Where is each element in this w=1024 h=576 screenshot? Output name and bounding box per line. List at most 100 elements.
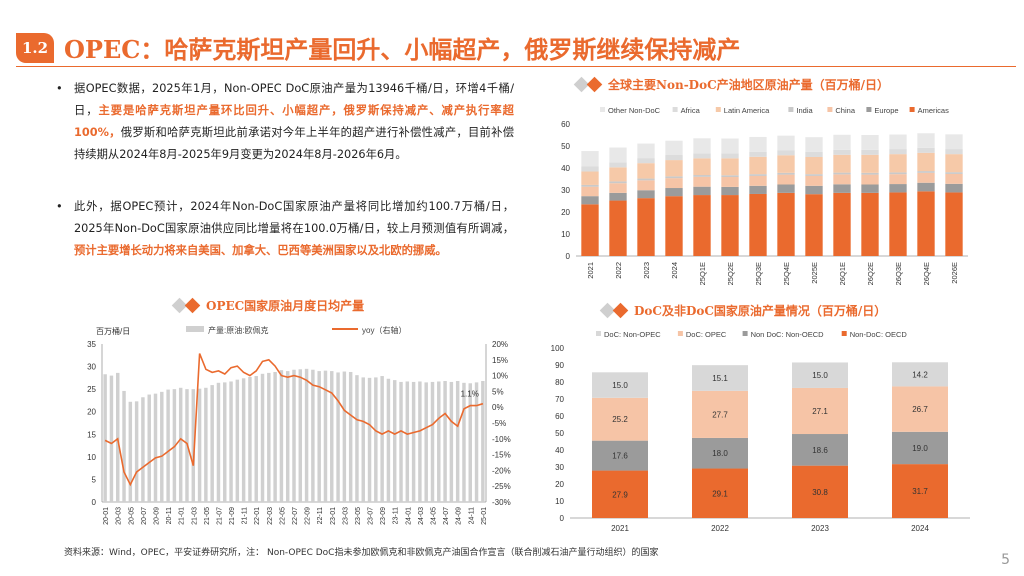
- section-badge: 1.2: [16, 33, 54, 63]
- legend-swatch: [677, 331, 683, 336]
- production-bar: [267, 372, 271, 502]
- bar-segment: [833, 192, 851, 256]
- bar-segment: [692, 365, 748, 391]
- legend-label: DoC: OPEC: [686, 330, 727, 339]
- data-label: 27.9: [612, 490, 628, 499]
- bullet-highlight: 预计主要增长动力将来自美国、加拿大、巴西等美洲国家以及北欧的挪威。: [74, 244, 447, 257]
- bar-segment: [805, 175, 823, 186]
- bullet-marker: •: [56, 200, 63, 213]
- data-label: 26.7: [912, 405, 928, 414]
- production-bar: [210, 385, 214, 502]
- bar-segment: [945, 149, 963, 155]
- bar-segment: [581, 196, 599, 205]
- production-bar: [109, 375, 114, 502]
- data-label: 15.0: [612, 381, 628, 390]
- production-bar: [481, 381, 485, 502]
- production-bar: [374, 377, 378, 502]
- production-bar: [141, 397, 145, 502]
- data-label: 19.0: [912, 444, 928, 453]
- bar-segment: [833, 184, 851, 193]
- legend-label: Non-DoC: OECD: [850, 330, 908, 339]
- bar-segment: [693, 186, 711, 196]
- legend-swatch: [841, 331, 847, 336]
- production-bar: [411, 381, 416, 502]
- bar-segment: [637, 180, 655, 191]
- x-tick-label: 26Q4E: [922, 262, 931, 285]
- production-bar: [298, 369, 303, 502]
- page-number: 5: [1001, 552, 1010, 568]
- bar-segment: [665, 178, 683, 189]
- bar-segment: [889, 154, 907, 173]
- legend-label: 产量:原油:欧佩克: [208, 325, 268, 335]
- chart2-svg: 百万桶/日 产量:原油:欧佩克 yoy（右轴） 0 5 10 15 20 25 30 35 -30% -…: [87, 325, 511, 525]
- legend-label: China: [835, 106, 855, 115]
- x-tick-label: 22-03: [267, 507, 274, 525]
- y-tick-label: 30: [561, 186, 570, 195]
- bar-segment: [581, 171, 599, 185]
- x-tick-label: 21-05: [204, 507, 211, 525]
- bar-segment: [889, 192, 907, 256]
- bar-segment: [749, 174, 767, 176]
- bar-segment: [749, 175, 767, 186]
- bar-segment: [693, 195, 711, 256]
- legend-label: Non DoC: Non-OECD: [751, 330, 825, 339]
- y2-tick-label: 20%: [492, 340, 508, 349]
- x-tick-label: 22-09: [305, 507, 312, 525]
- bullet-marker: •: [56, 82, 63, 95]
- bar-segment: [609, 167, 627, 182]
- x-tick-label: 2022: [614, 262, 623, 279]
- y-tick-label: 30: [87, 363, 96, 372]
- bar-segment: [861, 149, 879, 155]
- bar-segment: [889, 149, 907, 155]
- bar-segment: [861, 192, 879, 256]
- production-bar: [418, 381, 422, 502]
- production-bar: [160, 391, 164, 502]
- bar-segment: [749, 156, 767, 175]
- y-tick-label: 25: [87, 385, 96, 394]
- y-tick-label: 15: [87, 430, 96, 439]
- data-label: 18.6: [812, 446, 828, 455]
- chart1-svg: Other Non-DoC Africa Latin America India Chi…: [561, 106, 968, 285]
- x-tick-label: 22-01: [254, 507, 261, 525]
- bar-segment: [777, 155, 795, 173]
- data-label: 27.1: [812, 407, 828, 416]
- source-footnote: 资料来源：Wind，OPEC，平安证券研究所，注： Non-OPEC DoC指未…: [64, 548, 659, 558]
- y2-tick-label: 5%: [492, 387, 504, 396]
- bar-segment: [792, 362, 848, 388]
- x-tick-label: 24-05: [430, 507, 437, 525]
- bar-segment: [581, 204, 599, 256]
- production-bar: [317, 371, 321, 502]
- production-bar: [273, 371, 277, 502]
- bar-segment: [889, 174, 907, 185]
- production-bar: [216, 382, 221, 502]
- x-tick-label: 21-11: [242, 507, 249, 524]
- bar-segment: [792, 434, 848, 466]
- production-bar: [474, 382, 479, 502]
- bar-segment: [721, 177, 739, 187]
- bar-segment: [693, 138, 711, 154]
- data-label: 17.6: [612, 452, 628, 461]
- data-label: 31.7: [912, 487, 928, 496]
- production-bar: [153, 393, 158, 502]
- y2-tick-label: -15%: [492, 451, 511, 460]
- legend-swatch: [596, 331, 601, 336]
- bullet-text: 此外，据OPEC预计，2024年Non-DoC国家原油产量将同比增加约100.7…: [74, 200, 514, 235]
- x-tick-label: 25Q3E: [754, 262, 763, 285]
- x-tick-label: 23-01: [330, 507, 337, 525]
- production-bar: [116, 372, 120, 502]
- bar-segment: [592, 397, 648, 441]
- bar-segment: [777, 184, 795, 193]
- bullet-text: 据OPEC数据，2025年1月，Non-OPEC DoC原油产量为13946千桶…: [74, 82, 514, 117]
- y-tick-label: 50: [561, 142, 570, 151]
- production-bar: [197, 388, 202, 502]
- production-bar: [147, 394, 151, 502]
- legend-label: Africa: [681, 106, 701, 115]
- x-tick-label: 21-07: [216, 507, 223, 525]
- y2-tick-label: -25%: [492, 482, 511, 491]
- bar-segment: [693, 175, 711, 177]
- bar-segment: [609, 162, 627, 168]
- production-bar: [367, 377, 372, 502]
- bar-segment: [637, 163, 655, 179]
- production-bar: [134, 401, 139, 502]
- data-label: 29.1: [712, 489, 728, 498]
